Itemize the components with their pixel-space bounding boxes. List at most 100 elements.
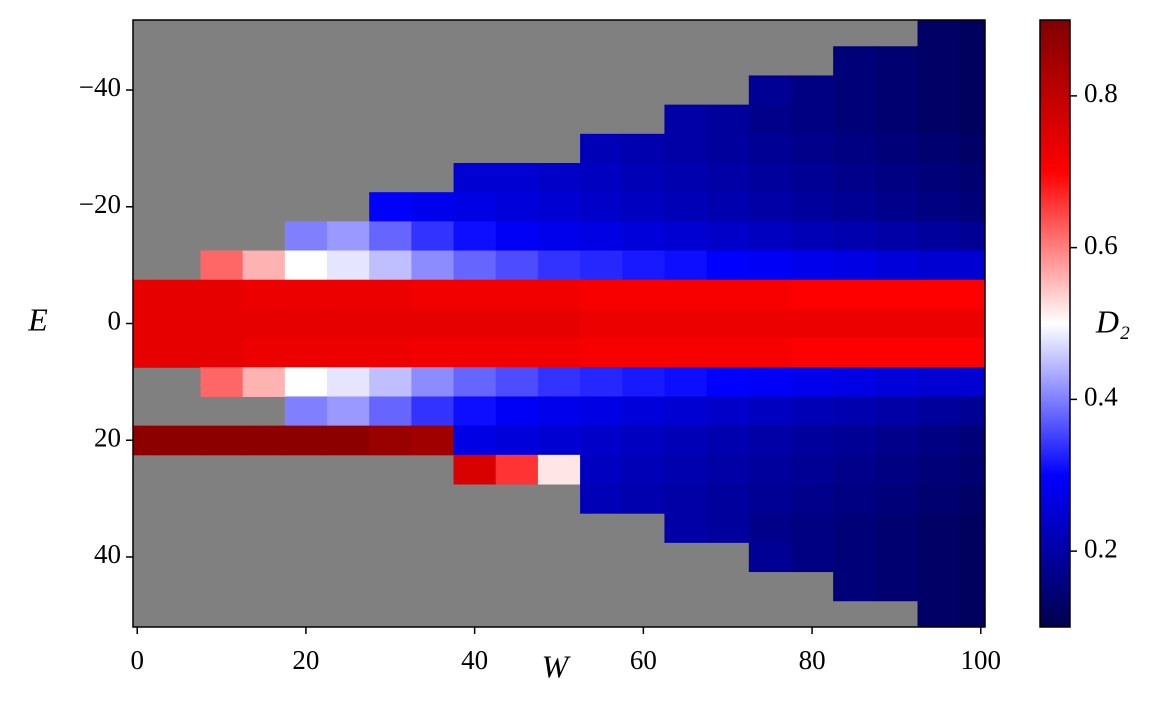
heatmap-cell xyxy=(790,484,834,514)
heatmap-cell xyxy=(537,454,581,485)
heatmap-cell xyxy=(959,542,985,573)
heatmap-cell xyxy=(580,454,623,485)
heatmap-cell xyxy=(664,221,708,252)
heatmap-cell xyxy=(284,279,328,310)
heatmap-cell xyxy=(664,279,708,310)
heatmap-cell xyxy=(833,571,876,602)
heatmap-cell xyxy=(748,221,792,252)
heatmap-cell xyxy=(622,484,665,514)
heatmap-cell xyxy=(622,454,665,485)
heatmap-cell xyxy=(917,192,961,222)
heatmap-cell xyxy=(875,542,919,573)
heatmap-cell xyxy=(664,396,708,427)
heatmap-cell xyxy=(622,396,665,427)
heatmap-cell xyxy=(495,221,539,252)
heatmap-cell xyxy=(875,396,919,427)
heatmap-cell xyxy=(411,279,455,310)
y-tick-label: 40 xyxy=(94,539,121,569)
heatmap-cell xyxy=(158,425,201,456)
heatmap-cell xyxy=(748,250,792,281)
heatmap-cell xyxy=(833,396,876,427)
heatmap-cell xyxy=(917,571,961,602)
heatmap-cell xyxy=(833,250,876,281)
heatmap-cell xyxy=(580,279,623,310)
heatmap-cell xyxy=(748,396,792,427)
heatmap-cell xyxy=(959,250,985,281)
heatmap-cell xyxy=(917,250,961,281)
heatmap-cell xyxy=(133,338,159,368)
heatmap-cell xyxy=(133,279,159,310)
y-tick-label: 0 xyxy=(108,306,122,336)
heatmap-cell xyxy=(959,338,985,368)
heatmap-cell xyxy=(833,162,876,193)
heatmap-cell xyxy=(158,338,201,368)
heatmap-cell xyxy=(959,600,985,627)
heatmap-cell xyxy=(369,250,412,281)
heatmap-cell xyxy=(369,425,412,456)
heatmap-cell xyxy=(580,250,623,281)
heatmap-cell xyxy=(580,367,623,397)
heatmap-cell xyxy=(875,338,919,368)
heatmap-cell xyxy=(284,396,328,427)
heatmap-cell xyxy=(833,75,876,106)
heatmap-cell xyxy=(917,396,961,427)
heatmap-cell xyxy=(875,425,919,456)
heatmap-cell xyxy=(664,367,708,397)
heatmap-cell xyxy=(537,396,581,427)
heatmap-cell xyxy=(284,221,328,252)
heatmap-cell xyxy=(411,338,455,368)
heatmap-cell xyxy=(495,162,539,193)
heatmap-cell xyxy=(537,279,581,310)
heatmap-cell xyxy=(622,279,665,310)
heatmap-cell xyxy=(242,250,286,281)
y-axis-label: E xyxy=(27,301,48,337)
heatmap-cell xyxy=(833,484,876,514)
heatmap-cell xyxy=(622,338,665,368)
heatmap-cell xyxy=(537,425,581,456)
heatmap-cell xyxy=(959,308,985,339)
heatmap-cell xyxy=(875,279,919,310)
heatmap-cell xyxy=(327,338,370,368)
heatmap-cell xyxy=(664,192,708,222)
heatmap-cell xyxy=(833,542,876,573)
heatmap-cell xyxy=(495,367,539,397)
heatmap-cell xyxy=(622,162,665,193)
heatmap-cell xyxy=(495,279,539,310)
heatmap-cell xyxy=(748,338,792,368)
heatmap-cell xyxy=(917,600,961,627)
heatmap-cell xyxy=(875,192,919,222)
heatmap-cell xyxy=(706,338,750,368)
heatmap-cell xyxy=(875,162,919,193)
y-tick-label: 20 xyxy=(94,422,121,452)
heatmap-cell xyxy=(917,425,961,456)
heatmap-cell xyxy=(537,162,581,193)
heatmap-cell xyxy=(369,192,412,222)
heatmap-cell xyxy=(875,484,919,514)
heatmap-cell xyxy=(622,133,665,164)
heatmap-cell xyxy=(790,133,834,164)
heatmap-cell xyxy=(242,338,286,368)
x-tick-label: 20 xyxy=(292,645,319,675)
heatmap-cell xyxy=(664,162,708,193)
heatmap-cell xyxy=(706,133,750,164)
heatmap-cell xyxy=(284,250,328,281)
heatmap-cell xyxy=(875,46,919,76)
heatmap-cell xyxy=(411,221,455,252)
heatmap-cell xyxy=(917,75,961,106)
heatmap-cell xyxy=(959,425,985,456)
heatmap-cell xyxy=(453,396,497,427)
heatmap-cell xyxy=(327,221,370,252)
heatmap-cell xyxy=(706,250,750,281)
heatmap-cell xyxy=(158,279,201,310)
heatmap xyxy=(133,20,985,627)
heatmap-cell xyxy=(917,46,961,76)
heatmap-cell xyxy=(748,454,792,485)
heatmap-cell xyxy=(580,338,623,368)
heatmap-cell xyxy=(622,221,665,252)
heatmap-cell xyxy=(959,513,985,543)
heatmap-cell xyxy=(706,367,750,397)
heatmap-cell xyxy=(706,425,750,456)
heatmap-cell xyxy=(664,338,708,368)
heatmap-cell xyxy=(875,454,919,485)
colorbar-tick-label: 0.2 xyxy=(1084,533,1118,563)
